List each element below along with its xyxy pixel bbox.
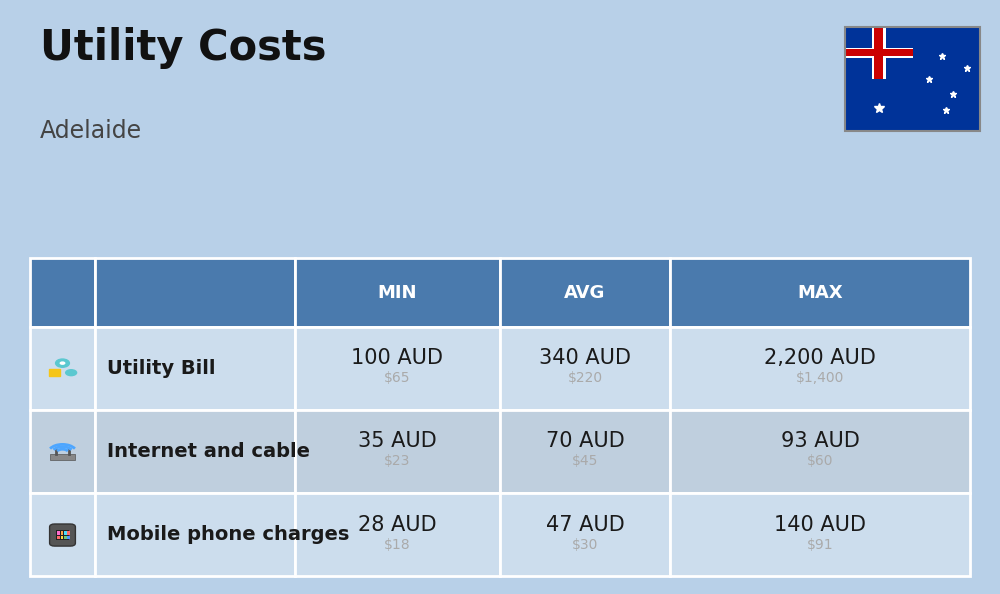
Text: 47 AUD: 47 AUD: [546, 514, 624, 535]
Text: $23: $23: [384, 454, 411, 469]
Text: 140 AUD: 140 AUD: [774, 514, 866, 535]
Bar: [30, 327, 95, 410]
Text: $30: $30: [572, 538, 598, 552]
Text: AVG: AVG: [564, 283, 606, 302]
Text: MIN: MIN: [378, 283, 417, 302]
Bar: [874, 27, 883, 78]
Bar: [845, 27, 980, 131]
Bar: [64, 536, 67, 539]
Bar: [30, 258, 95, 327]
Bar: [295, 327, 500, 410]
Text: $60: $60: [807, 454, 833, 469]
Bar: [295, 493, 500, 576]
Text: $1,400: $1,400: [796, 371, 844, 386]
Text: 93 AUD: 93 AUD: [781, 431, 859, 451]
Text: MAX: MAX: [797, 283, 843, 302]
Bar: [95, 410, 295, 493]
Bar: [845, 48, 912, 58]
Text: Adelaide: Adelaide: [40, 119, 142, 143]
Bar: [57, 532, 60, 535]
Text: $220: $220: [567, 371, 603, 386]
Bar: [500, 493, 670, 576]
Circle shape: [65, 369, 77, 377]
Text: 28 AUD: 28 AUD: [358, 514, 437, 535]
Bar: [57, 536, 60, 539]
Text: $91: $91: [807, 538, 833, 552]
FancyBboxPatch shape: [50, 524, 75, 546]
Bar: [64, 532, 67, 535]
Bar: [67, 532, 70, 535]
Text: 340 AUD: 340 AUD: [539, 348, 631, 368]
Bar: [50, 454, 75, 460]
Text: Utility Bill: Utility Bill: [107, 359, 216, 378]
Bar: [67, 536, 70, 539]
Bar: [845, 49, 912, 56]
Bar: [95, 493, 295, 576]
Bar: [61, 536, 63, 539]
Bar: [56, 530, 69, 540]
Bar: [295, 258, 500, 327]
Text: Internet and cable: Internet and cable: [107, 442, 310, 461]
Bar: [295, 410, 500, 493]
Text: 70 AUD: 70 AUD: [546, 431, 624, 451]
Circle shape: [56, 359, 69, 367]
Bar: [872, 27, 886, 78]
Bar: [49, 369, 60, 377]
Bar: [670, 410, 970, 493]
Bar: [500, 258, 670, 327]
Bar: [670, 327, 970, 410]
Text: Utility Costs: Utility Costs: [40, 27, 326, 69]
Text: 100 AUD: 100 AUD: [351, 348, 443, 368]
Bar: [500, 327, 670, 410]
Text: Mobile phone charges: Mobile phone charges: [107, 525, 349, 544]
Text: 2,200 AUD: 2,200 AUD: [764, 348, 876, 368]
Circle shape: [60, 361, 65, 365]
Bar: [500, 410, 670, 493]
Bar: [30, 493, 95, 576]
Bar: [95, 258, 295, 327]
Text: $45: $45: [572, 454, 598, 469]
Text: $65: $65: [384, 371, 411, 386]
Text: $18: $18: [384, 538, 411, 552]
Bar: [61, 532, 63, 535]
Text: 35 AUD: 35 AUD: [358, 431, 437, 451]
Bar: [670, 258, 970, 327]
Bar: [670, 493, 970, 576]
Bar: [30, 410, 95, 493]
Bar: [845, 27, 980, 131]
Bar: [95, 327, 295, 410]
